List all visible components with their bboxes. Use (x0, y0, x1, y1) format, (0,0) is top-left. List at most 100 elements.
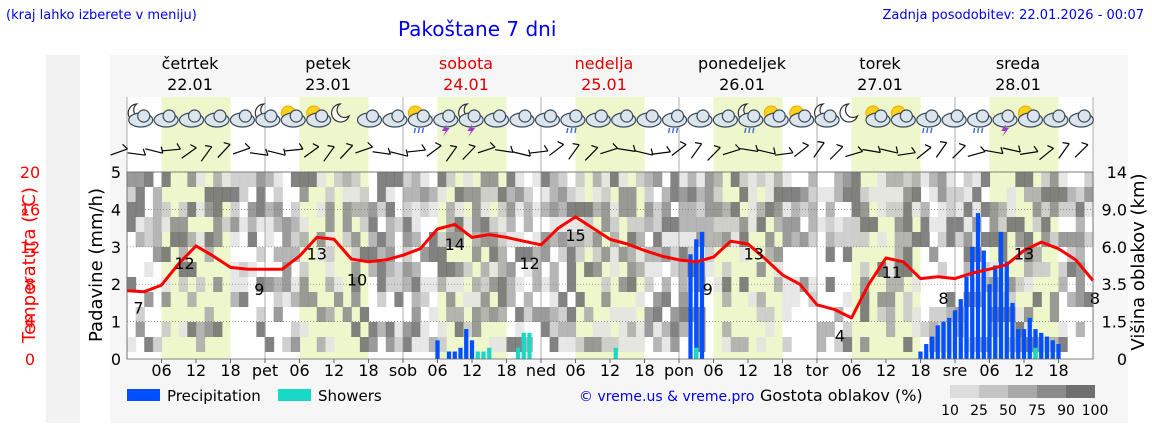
precip-tick-label: 5 (111, 163, 121, 182)
cloud-cell (739, 277, 749, 292)
cloud-cell (791, 217, 801, 232)
wind-barbs (110, 141, 1089, 162)
precip-bar (924, 344, 929, 359)
cloud-cell (592, 172, 602, 187)
cloud-cell (1084, 232, 1094, 247)
cloud-cell (437, 247, 447, 262)
cloud-cell (851, 217, 861, 232)
shower-bar (527, 332, 532, 359)
cloud-cell (730, 202, 740, 217)
cloud-cell (842, 322, 853, 337)
cloud-cell (334, 292, 344, 307)
cloud-cell (403, 217, 413, 232)
temperature-value-label: 12 (174, 254, 194, 273)
cloud-cell (670, 187, 680, 202)
x-tick-label: 06 (979, 361, 999, 380)
cloud-cell (825, 187, 835, 202)
cloud-cell (472, 217, 482, 232)
cloud-cell (230, 292, 240, 307)
cloud-cell (549, 322, 559, 337)
cloud-cell (722, 322, 732, 337)
cloud-cell (679, 232, 689, 247)
cloud-cell (437, 262, 447, 277)
cloud-cell (403, 277, 413, 292)
cloud-cell (454, 202, 464, 217)
cloud-cell (661, 322, 671, 337)
cloud-cell (282, 247, 292, 262)
cloud-cell (980, 172, 991, 187)
cloud-cell (730, 337, 740, 352)
cloud-density-legend-title: Gostota oblakov (%) (760, 386, 923, 405)
cloud-cell (575, 172, 585, 187)
cloud-cell (325, 187, 335, 202)
temperature-value-label: 13 (744, 244, 764, 263)
cloud-cell (187, 322, 197, 337)
day-name: petek (305, 54, 351, 73)
day-name: torek (859, 54, 901, 73)
cloud-cell (411, 322, 421, 337)
cloud-cell (351, 247, 361, 262)
cloud-cell (592, 202, 602, 217)
cloud-cell (515, 337, 525, 352)
cloud-cell (515, 322, 525, 337)
cloud-cell (377, 187, 387, 202)
precip-bar (918, 351, 923, 359)
cloud-cell (394, 337, 404, 352)
cloud-cell (592, 322, 602, 337)
cloud-cell (1049, 232, 1060, 247)
cloud-cell (860, 262, 870, 277)
sun-cloud-icon (1017, 105, 1044, 128)
cloud-cell (170, 217, 180, 232)
cloud-cell (842, 247, 853, 262)
cloud-cell (937, 217, 947, 232)
cloud-cell (558, 292, 568, 307)
cloud-cell (980, 232, 991, 247)
cloud-cell (472, 187, 482, 202)
cloud-cell (472, 292, 482, 307)
precip-bar (464, 329, 469, 359)
copyright: © vreme.us & vreme.pro (579, 389, 754, 405)
cloud-cell (903, 217, 913, 232)
cloud-cell (704, 262, 715, 277)
cloud-cell (894, 247, 904, 262)
cloud-cell (196, 277, 206, 292)
precip-bar (688, 254, 693, 359)
day-name: nedelja (575, 54, 634, 73)
cloud-cell (385, 202, 395, 217)
cloud-cell (497, 307, 508, 322)
precip-bar (1027, 317, 1032, 359)
cloud-cell (618, 247, 628, 262)
day-name: četrtek (162, 54, 220, 73)
cloud-cell (506, 337, 516, 352)
cloud-cell (256, 187, 266, 202)
cloud-cell (963, 217, 973, 232)
cloud-cell (325, 262, 335, 277)
cloud-icon (534, 109, 561, 128)
cloud-cell (601, 202, 611, 217)
cloud-cell (679, 217, 689, 232)
cloud-moon-icon (127, 103, 154, 128)
cloud-cell (592, 262, 602, 277)
cloud-cell (359, 187, 370, 202)
sun-rain-icon (407, 105, 433, 134)
cloud-cell (1024, 187, 1034, 202)
cloud-density-level-label: 25 (970, 403, 988, 419)
cloud-cell (1049, 172, 1060, 187)
cloud-cell (765, 232, 775, 247)
cloud-cell (377, 172, 387, 187)
cloud-cell (635, 262, 646, 277)
cloud-cell (937, 232, 947, 247)
cloud-cell (437, 337, 447, 352)
cloud-cell (187, 172, 197, 187)
cloud-cell (653, 232, 663, 247)
cloud-cell (454, 307, 464, 322)
cloud-cell (834, 187, 844, 202)
cloud-cell (463, 217, 473, 232)
cloud-cell (290, 337, 301, 352)
cloud-cell (653, 262, 663, 277)
cloud-cell (308, 172, 318, 187)
cloud-cell (1049, 187, 1060, 202)
cloud-cell (290, 232, 301, 247)
cloud-cell (265, 232, 275, 247)
x-tick-label: 06 (565, 361, 585, 380)
